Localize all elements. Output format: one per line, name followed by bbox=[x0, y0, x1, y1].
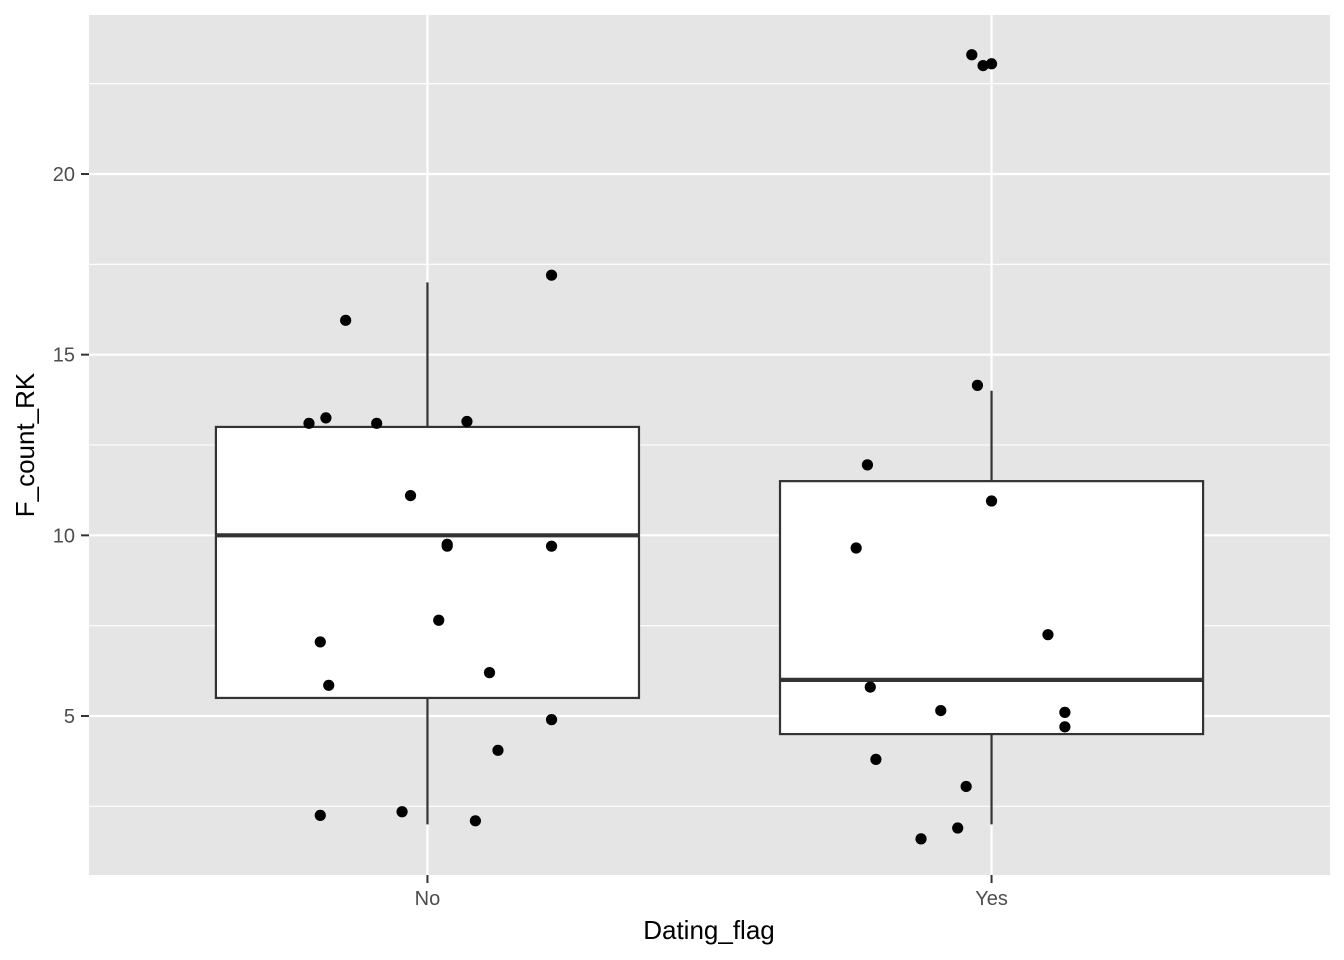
data-point bbox=[461, 415, 473, 428]
data-point bbox=[1042, 629, 1054, 641]
boxes-layer bbox=[214, 282, 1205, 825]
data-point bbox=[303, 417, 315, 429]
data-point bbox=[340, 314, 352, 326]
data-point bbox=[320, 412, 332, 424]
data-point bbox=[960, 780, 972, 793]
data-point bbox=[850, 542, 862, 554]
box-iqr bbox=[214, 425, 641, 700]
data-point bbox=[469, 815, 482, 827]
data-point bbox=[404, 489, 417, 502]
x-tick-label: Yes bbox=[975, 888, 1008, 910]
y-tick-label: 20 bbox=[53, 164, 75, 186]
data-point bbox=[396, 806, 408, 818]
data-point bbox=[935, 704, 947, 717]
data-point bbox=[545, 714, 558, 726]
points-layer bbox=[303, 49, 1071, 845]
data-point bbox=[915, 833, 927, 845]
data-point bbox=[861, 459, 874, 471]
data-point bbox=[314, 809, 326, 821]
x-axis: No Yes bbox=[415, 875, 1008, 910]
data-point bbox=[952, 822, 964, 834]
data-point bbox=[977, 59, 989, 72]
data-point bbox=[1059, 706, 1071, 718]
data-point bbox=[985, 58, 998, 70]
data-point bbox=[492, 744, 504, 756]
data-point bbox=[545, 540, 558, 552]
data-point bbox=[441, 540, 453, 552]
box-yes bbox=[778, 390, 1205, 825]
data-point bbox=[1059, 721, 1071, 733]
data-point bbox=[985, 495, 998, 507]
y-axis: 5 10 15 20 bbox=[53, 164, 89, 728]
data-point bbox=[545, 269, 558, 281]
data-point bbox=[864, 681, 876, 693]
x-axis-title: Dating_flag bbox=[643, 915, 775, 945]
data-point bbox=[371, 417, 383, 429]
data-point bbox=[323, 679, 335, 691]
data-point bbox=[433, 614, 445, 626]
data-point bbox=[483, 667, 496, 679]
data-point bbox=[966, 49, 978, 61]
data-point bbox=[971, 379, 984, 391]
y-tick-label: 15 bbox=[53, 345, 75, 367]
y-tick-label: 10 bbox=[53, 525, 75, 547]
box-iqr bbox=[778, 480, 1205, 736]
x-tick-label: No bbox=[415, 888, 441, 910]
data-point bbox=[870, 753, 882, 765]
data-point bbox=[314, 636, 326, 648]
box-no bbox=[214, 282, 641, 825]
y-tick-label: 5 bbox=[64, 706, 75, 728]
y-axis-title: F_count_RK bbox=[10, 372, 40, 517]
